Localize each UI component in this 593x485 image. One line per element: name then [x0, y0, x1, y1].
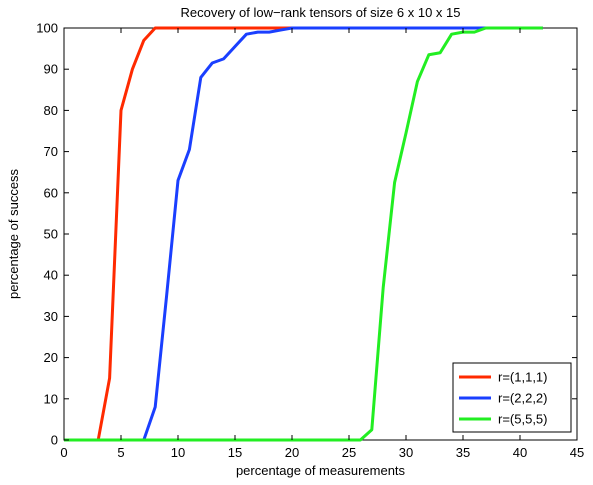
y-tick-label: 40 [44, 268, 58, 283]
x-tick-label: 25 [342, 445, 356, 460]
legend-label-1: r=(1,1,1) [498, 370, 548, 385]
legend: r=(1,1,1) r=(2,2,2) r=(5,5,5) [452, 362, 572, 433]
x-tick-label: 30 [399, 445, 413, 460]
y-tick-label: 60 [44, 185, 58, 200]
x-tick-label: 5 [117, 445, 124, 460]
y-tick-label: 90 [44, 62, 58, 77]
legend-label-3: r=(5,5,5) [498, 412, 548, 427]
y-tick-label: 100 [36, 21, 58, 36]
x-tick-label: 45 [570, 445, 584, 460]
y-tick-label: 0 [51, 433, 58, 448]
x-tick-label: 0 [60, 445, 67, 460]
y-tick-label: 20 [44, 350, 58, 365]
y-axis-label: percentage of success [6, 168, 21, 299]
series-layer [64, 26, 543, 442]
plot-area: 0 5 10 15 20 25 30 35 40 45 0 10 20 30 40 50 60 70 80 90 100 [36, 21, 584, 461]
x-tick-label: 15 [228, 445, 242, 460]
y-tick-label: 30 [44, 309, 58, 324]
legend-label-2: r=(2,2,2) [498, 391, 548, 406]
y-tick-label: 70 [44, 144, 58, 159]
x-tick-label: 10 [171, 445, 185, 460]
x-axis-label: percentage of measurements [236, 463, 406, 478]
y-tick-label: 80 [44, 103, 58, 118]
ticks-layer: 0 5 10 15 20 25 30 35 40 45 0 10 20 30 40 50 60 70 80 90 100 [36, 21, 584, 461]
series-line-3 [64, 26, 543, 442]
x-tick-label: 40 [513, 445, 527, 460]
y-tick-label: 50 [44, 227, 58, 242]
x-tick-label: 20 [285, 445, 299, 460]
chart-title: Recovery of low−rank tensors of size 6 x… [181, 5, 461, 20]
y-tick-label: 10 [44, 391, 58, 406]
x-tick-label: 35 [456, 445, 470, 460]
